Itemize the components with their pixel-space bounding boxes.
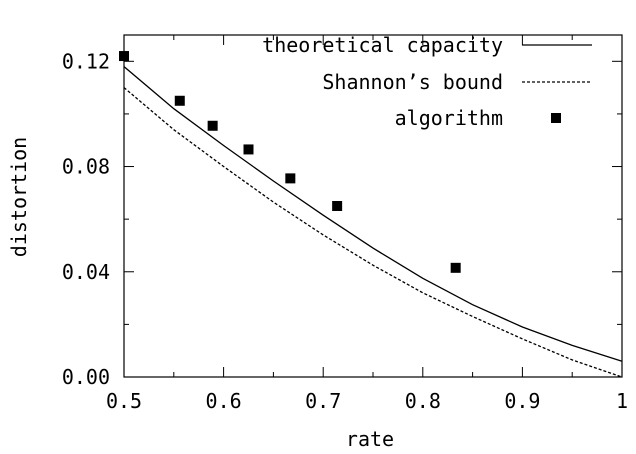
legend-marker	[551, 113, 561, 123]
data-point	[332, 201, 343, 211]
x-tick-label: 1	[616, 389, 628, 413]
data-point	[174, 95, 185, 106]
y-tick-label: 0.00	[62, 365, 110, 389]
legend-label: theoretical capacity	[262, 33, 503, 57]
data-point	[285, 173, 296, 184]
data-point	[243, 144, 254, 155]
x-tick-label: 0.9	[504, 389, 540, 413]
series-line	[123, 66, 623, 362]
tick-labels: 0.5 0.6 0.7 0.8 0.9 1 0.00 0.04 0.08 0.12	[62, 49, 628, 413]
x-tick-label: 0.7	[305, 389, 341, 413]
y-axis-title: distortion	[7, 137, 31, 257]
data-point	[450, 262, 461, 273]
data-point	[207, 120, 218, 131]
series-markers	[119, 51, 461, 273]
y-tick-label: 0.04	[62, 260, 110, 284]
x-axis-title: rate	[346, 427, 394, 451]
legend-label: algorithm	[395, 106, 503, 130]
series-line	[123, 87, 623, 378]
series-lines	[123, 66, 623, 378]
data-point	[119, 51, 129, 62]
x-tick-label: 0.8	[405, 389, 441, 413]
axis-ticks	[123, 35, 623, 378]
y-tick-label: 0.12	[62, 49, 110, 73]
y-tick-label: 0.08	[62, 155, 110, 179]
legend-label: Shannon’s bound	[322, 70, 503, 94]
x-tick-label: 0.6	[206, 389, 242, 413]
x-tick-label: 0.5	[106, 389, 142, 413]
legend: theoretical capacity Shannon’s bound algor…	[262, 33, 592, 130]
